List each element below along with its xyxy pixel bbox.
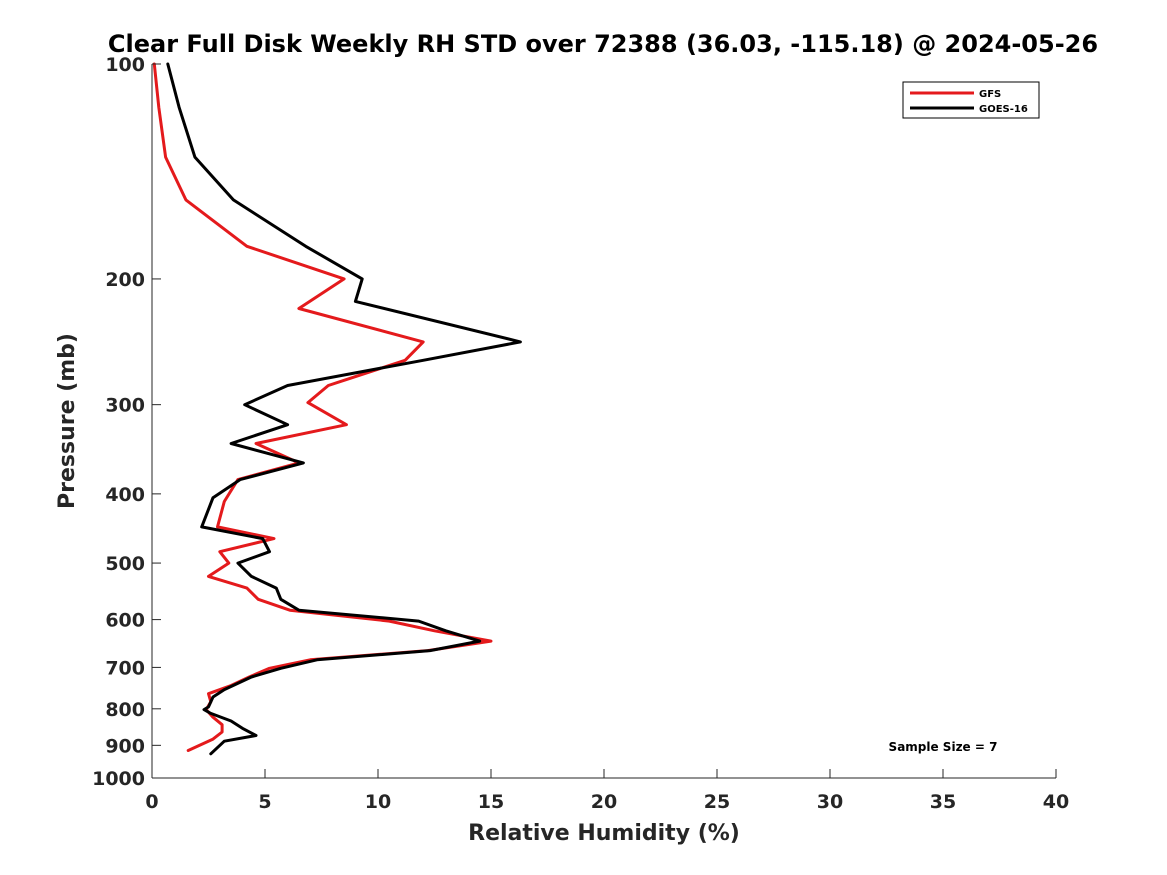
plot-lines xyxy=(152,62,522,756)
y-axis-ticks: 100 200 300 400 500 600 700 800 900 1000 xyxy=(92,54,161,790)
y-axis-label: Pressure (mb) xyxy=(55,333,80,509)
chart-title: Clear Full Disk Weekly RH STD over 72388… xyxy=(108,30,1098,58)
x-tick-label: 40 xyxy=(1043,791,1069,813)
legend: GFS GOES-16 xyxy=(902,81,1040,119)
y-tick-label: 900 xyxy=(105,735,145,757)
axes xyxy=(151,64,1056,779)
series-line-goes-16 xyxy=(166,62,522,756)
y-tick-label: 400 xyxy=(105,484,145,506)
series-line-gfs xyxy=(152,62,493,752)
x-tick-label: 5 xyxy=(258,791,271,813)
legend-box xyxy=(902,81,1040,119)
x-tick-label: 0 xyxy=(145,791,158,813)
x-tick-label: 25 xyxy=(704,791,730,813)
x-axis-label: Relative Humidity (%) xyxy=(468,821,740,846)
x-axis-ticks: 0 5 10 15 20 25 30 35 40 xyxy=(145,769,1069,813)
y-tick-label: 1000 xyxy=(92,768,145,790)
x-tick-label: 10 xyxy=(365,791,391,813)
y-tick-label: 700 xyxy=(105,657,145,679)
sample-size-annotation: Sample Size = 7 xyxy=(889,740,998,754)
y-tick-label: 600 xyxy=(105,610,145,632)
x-tick-label: 35 xyxy=(930,791,956,813)
y-tick-label: 500 xyxy=(105,553,145,575)
x-tick-label: 30 xyxy=(817,791,843,813)
x-tick-label: 20 xyxy=(591,791,617,813)
legend-entry-label: GFS xyxy=(979,89,1001,100)
y-tick-label: 300 xyxy=(105,395,145,417)
y-tick-label: 100 xyxy=(105,54,145,76)
y-tick-label: 800 xyxy=(105,699,145,721)
y-tick-label: 200 xyxy=(105,269,145,291)
x-tick-label: 15 xyxy=(478,791,504,813)
legend-entry-label: GOES-16 xyxy=(979,104,1028,115)
